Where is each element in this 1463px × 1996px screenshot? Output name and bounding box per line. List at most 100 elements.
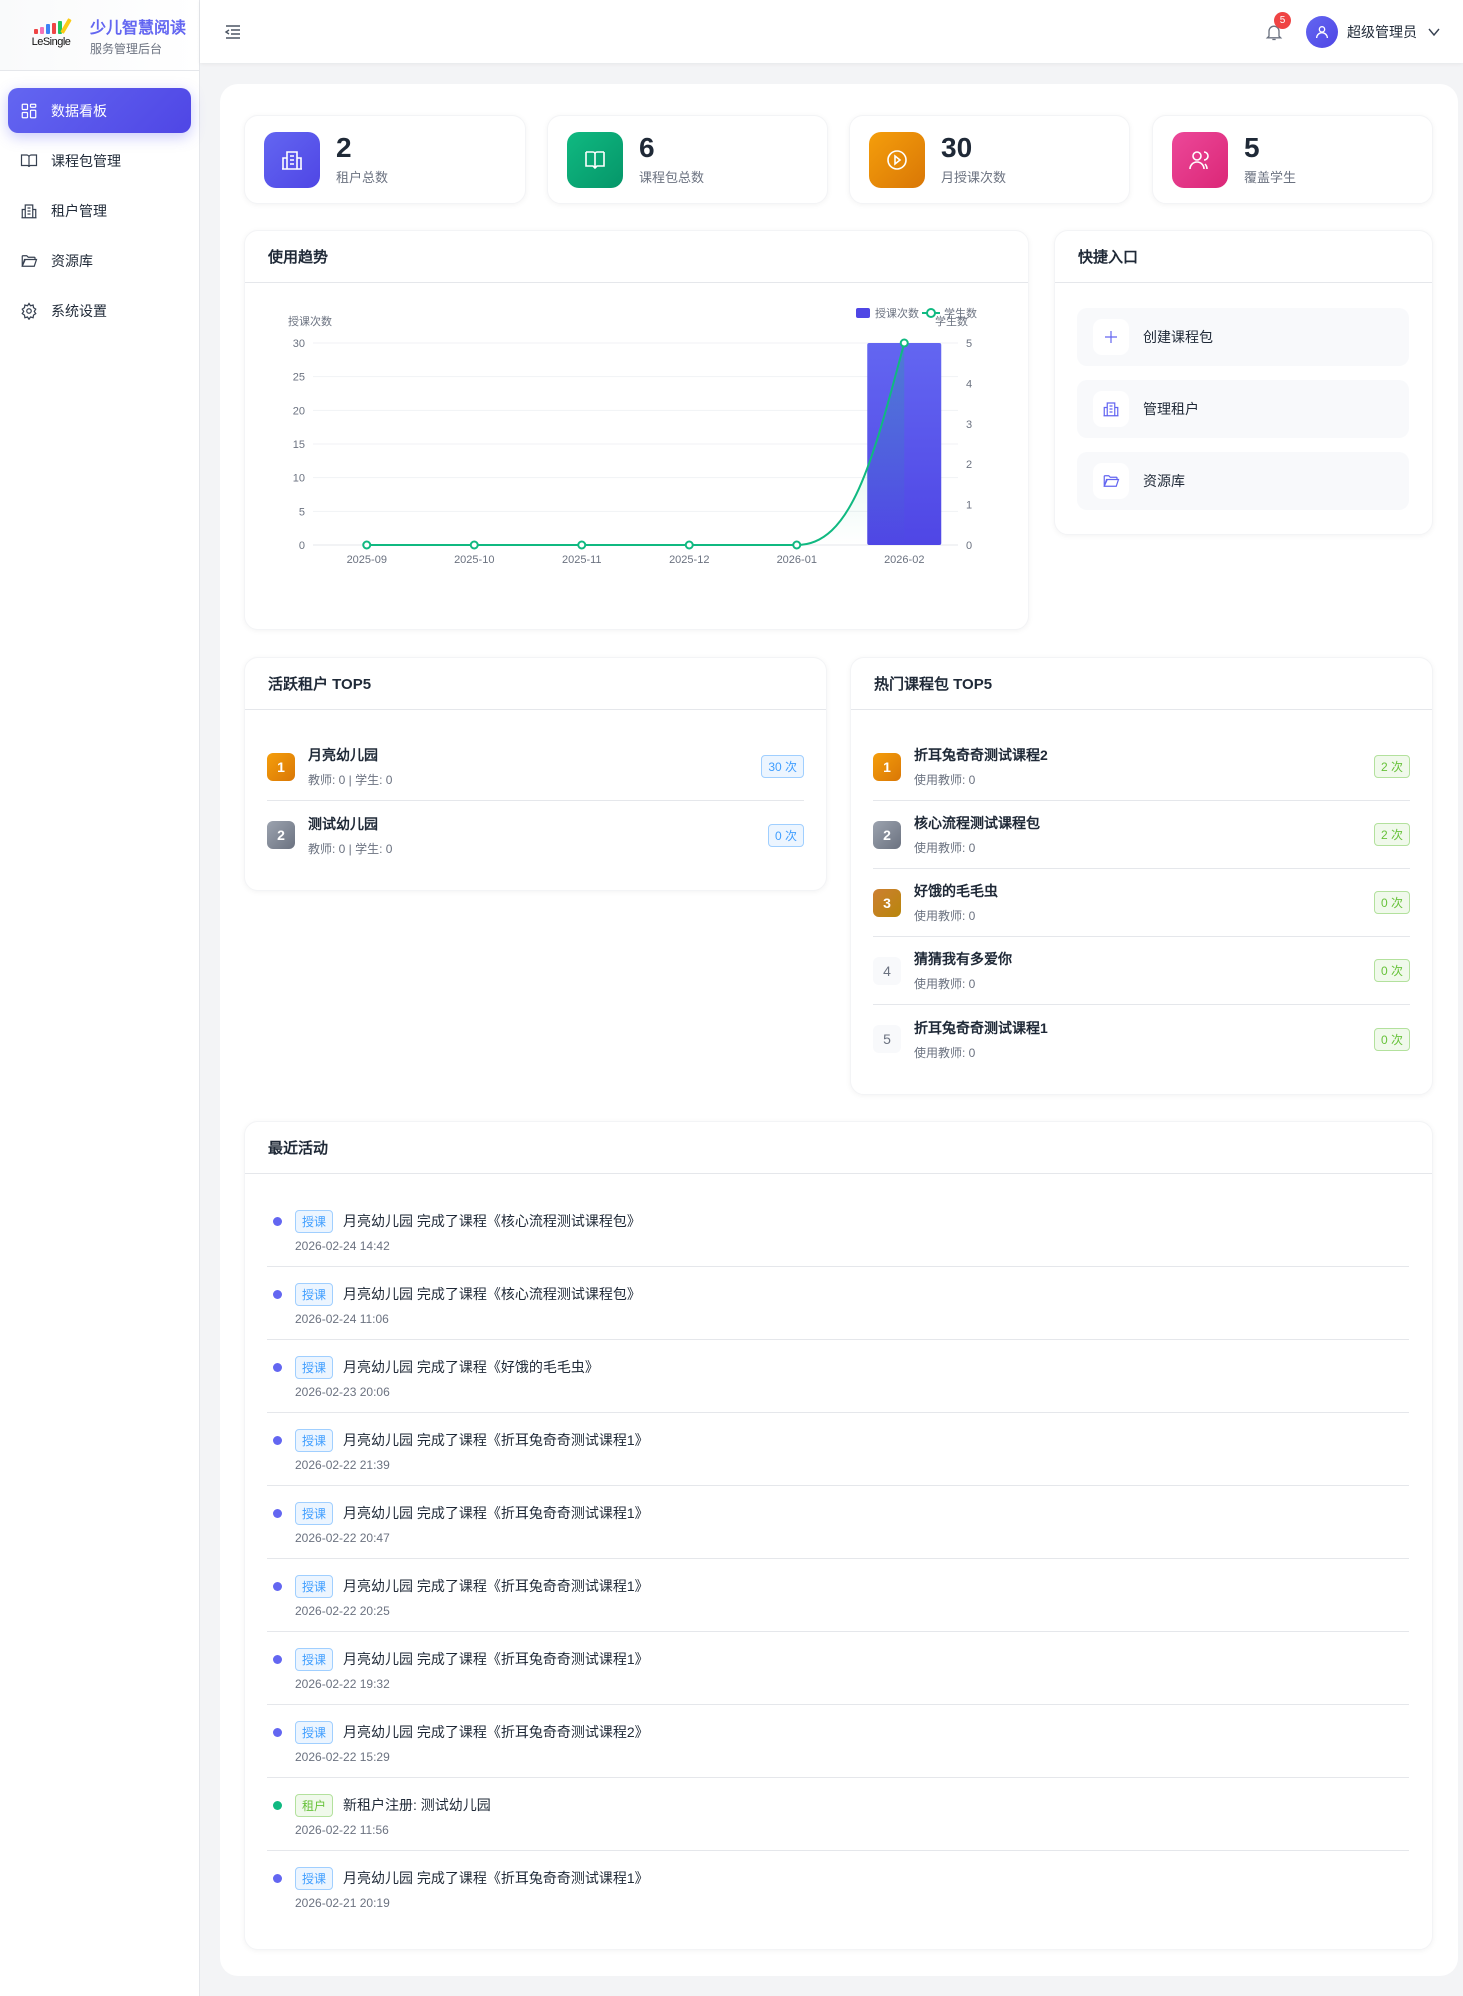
activity-tag: 授课	[295, 1867, 334, 1890]
avatar[interactable]	[1306, 15, 1338, 48]
card-title: 活跃租户 TOP5	[245, 658, 826, 710]
quick-entry-card: 快捷入口 创建课程包 管理租户 资源库	[1054, 230, 1433, 535]
usage-count-badge: 0 次	[1373, 959, 1410, 982]
activity-tag: 租户	[295, 1794, 334, 1817]
book-icon	[20, 153, 38, 167]
brand[interactable]: LeSingle 少儿智慧阅读 服务管理后台	[0, 0, 199, 71]
activity-dot	[273, 1509, 282, 1518]
activity-time: 2026-02-22 15:29	[295, 1750, 390, 1764]
active-tenants-card: 活跃租户 TOP5 1 月亮幼儿园 教师: 0 | 学生: 0 30 次 2 测试…	[244, 657, 827, 891]
user-menu[interactable]: 超级管理员	[1347, 23, 1417, 40]
activity-time: 2026-02-24 14:42	[295, 1239, 390, 1253]
usage-count-badge: 0 次	[1373, 891, 1410, 914]
rank-badge: 4	[873, 956, 901, 985]
activity-dot	[273, 1290, 282, 1299]
quick-resources-button[interactable]: 资源库	[1077, 452, 1409, 510]
activity-item: 授课 月亮幼儿园 完成了课程《折耳兔奇奇测试课程1》 2026-02-22 20…	[267, 1559, 1409, 1632]
course-name: 好饿的毛毛虫	[914, 883, 998, 899]
tenant-stats: 教师: 0 | 学生: 0	[308, 773, 393, 787]
course-row[interactable]: 2 核心流程测试课程包 使用教师: 0 2 次	[873, 801, 1410, 869]
stat-card-tenants: 2 租户总数	[244, 115, 526, 204]
activity-tag: 授课	[295, 1575, 334, 1598]
legend-bar-swatch	[856, 308, 870, 318]
x-tick-label: 2025-10	[454, 554, 494, 566]
course-row[interactable]: 5 折耳兔奇奇测试课程1 使用教师: 0 0 次	[873, 1005, 1410, 1073]
activity-tag: 授课	[295, 1356, 334, 1379]
rank-badge: 1	[873, 752, 901, 781]
y-right-tick-label: 0	[966, 540, 972, 552]
stat-card-students: 5 覆盖学生	[1152, 115, 1433, 204]
tenant-name: 测试幼儿园	[308, 815, 378, 832]
quick-create-course-button[interactable]: 创建课程包	[1077, 308, 1409, 366]
course-name: 折耳兔奇奇测试课程2	[914, 747, 1048, 763]
sidebar-item-tenants[interactable]: 租户管理	[8, 188, 191, 233]
point-students	[362, 540, 372, 550]
activity-dot	[273, 1728, 282, 1737]
point-students	[469, 540, 479, 550]
activity-text: 月亮幼儿园 完成了课程《折耳兔奇奇测试课程1》	[343, 1651, 649, 1667]
y-right-tick-label: 5	[966, 338, 972, 350]
course-row[interactable]: 4 猜猜我有多爱你 使用教师: 0 0 次	[873, 937, 1410, 1005]
sidebar-item-resources[interactable]: 资源库	[8, 238, 191, 283]
sidebar-item-courses[interactable]: 课程包管理	[8, 138, 191, 183]
tenant-row[interactable]: 2 测试幼儿园 教师: 0 | 学生: 0 0 次	[267, 801, 804, 869]
x-tick-label: 2025-09	[347, 554, 387, 566]
activity-time: 2026-02-22 20:47	[295, 1531, 390, 1545]
activity-item: 租户 新租户注册: 测试幼儿园 2026-02-22 11:56	[267, 1778, 1409, 1851]
x-tick-label: 2025-11	[562, 554, 602, 566]
activity-text: 月亮幼儿园 完成了课程《折耳兔奇奇测试课程1》	[343, 1578, 649, 1594]
activity-time: 2026-02-21 20:19	[295, 1896, 390, 1910]
stat-value: 6	[639, 132, 655, 163]
activity-item: 授课 月亮幼儿园 完成了课程《折耳兔奇奇测试课程1》 2026-02-22 19…	[267, 1632, 1409, 1705]
sidebar-item-dashboard[interactable]: 数据看板	[8, 88, 191, 133]
building-icon	[1103, 402, 1119, 417]
point-students	[792, 540, 802, 550]
stat-label: 月授课次数	[941, 170, 1007, 185]
activity-text: 月亮幼儿园 完成了课程《折耳兔奇奇测试课程1》	[343, 1505, 649, 1521]
activity-tag: 授课	[295, 1648, 334, 1671]
quick-manage-tenants-button[interactable]: 管理租户	[1077, 380, 1409, 438]
activity-text: 月亮幼儿园 完成了课程《核心流程测试课程包》	[343, 1213, 641, 1229]
course-row[interactable]: 3 好饿的毛毛虫 使用教师: 0 0 次	[873, 869, 1410, 937]
card-title: 快捷入口	[1055, 231, 1432, 283]
notification-button[interactable]: 5	[1264, 11, 1291, 42]
card-title: 最近活动	[245, 1122, 1432, 1174]
folder-icon	[21, 254, 38, 267]
course-name: 猜猜我有多爱你	[914, 951, 1012, 967]
sidebar-item-label: 课程包管理	[51, 152, 121, 169]
activity-dot	[273, 1363, 282, 1372]
activity-time: 2026-02-22 11:56	[295, 1823, 389, 1837]
brand-subtitle: 服务管理后台	[90, 41, 163, 56]
chevron-down-icon[interactable]	[1427, 25, 1441, 39]
course-row[interactable]: 1 折耳兔奇奇测试课程2 使用教师: 0 2 次	[873, 733, 1410, 801]
activity-time: 2026-02-22 20:25	[295, 1604, 390, 1618]
y-right-tick-label: 1	[966, 500, 972, 512]
activity-text: 月亮幼儿园 完成了课程《折耳兔奇奇测试课程2》	[343, 1724, 649, 1740]
activity-tag: 授课	[295, 1429, 334, 1452]
y-left-tick-label: 10	[293, 473, 305, 485]
activity-text: 月亮幼儿园 完成了课程《核心流程测试课程包》	[343, 1286, 641, 1302]
brand-title: 少儿智慧阅读	[90, 19, 187, 37]
tenant-row[interactable]: 1 月亮幼儿园 教师: 0 | 学生: 0 30 次	[267, 733, 804, 801]
activity-item: 授课 月亮幼儿园 完成了课程《折耳兔奇奇测试课程1》 2026-02-22 21…	[267, 1413, 1409, 1486]
y-left-tick-label: 20	[293, 405, 305, 417]
lesson-count-badge: 0 次	[767, 823, 804, 847]
menu-collapse-icon[interactable]	[224, 23, 242, 41]
activity-dot	[273, 1217, 282, 1226]
course-name: 核心流程测试课程包	[914, 815, 1040, 831]
stat-value: 5	[1244, 132, 1260, 163]
play-circle-icon	[887, 149, 907, 170]
stat-value: 30	[941, 132, 973, 163]
activity-time: 2026-02-23 20:06	[295, 1385, 390, 1399]
sidebar-item-settings[interactable]: 系统设置	[8, 288, 191, 333]
activity-tag: 授课	[295, 1283, 334, 1306]
stat-label: 租户总数	[336, 170, 389, 185]
dashboard-icon	[21, 103, 37, 118]
stat-card-lessons: 30 月授课次数	[849, 115, 1130, 204]
point-students	[577, 540, 587, 550]
quick-item-label: 管理租户	[1143, 401, 1199, 417]
stat-value: 2	[336, 132, 352, 163]
y-right-tick-label: 3	[966, 419, 972, 431]
sidebar-item-label: 资源库	[51, 252, 93, 269]
course-teachers: 使用教师: 0	[914, 841, 976, 855]
